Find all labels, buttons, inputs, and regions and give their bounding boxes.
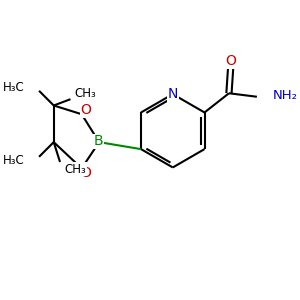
Text: B: B xyxy=(93,134,103,148)
Text: O: O xyxy=(81,166,92,180)
Text: NH₂: NH₂ xyxy=(273,89,298,102)
Text: O: O xyxy=(225,54,236,68)
Text: N: N xyxy=(168,87,178,101)
Text: H₃C: H₃C xyxy=(3,154,25,167)
Text: CH₃: CH₃ xyxy=(75,88,97,100)
Text: H₃C: H₃C xyxy=(3,81,25,94)
Text: CH₃: CH₃ xyxy=(64,163,86,176)
Text: O: O xyxy=(81,103,92,117)
